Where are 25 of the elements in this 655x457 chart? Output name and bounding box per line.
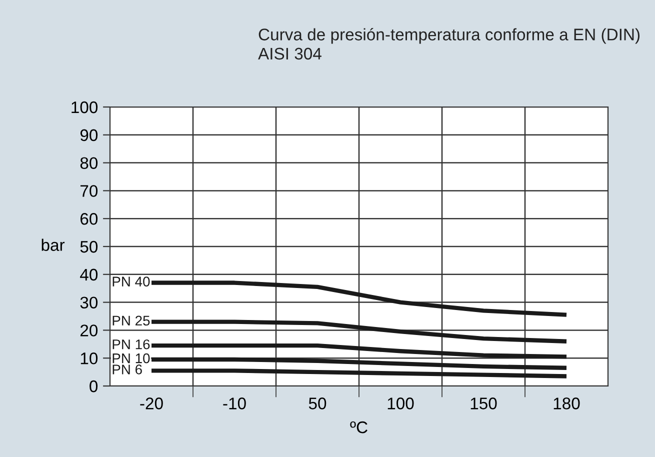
x-tick-label: 100 — [388, 398, 414, 410]
x-tick-label: 180 — [554, 398, 580, 410]
series-label: PN 25 — [112, 316, 150, 326]
y-tick-label: 70 — [80, 185, 98, 197]
y-tick-label: 60 — [80, 213, 98, 225]
x-axis-title: ºC — [350, 421, 368, 434]
series-label: PN 40 — [112, 276, 150, 286]
y-tick-label: 10 — [80, 352, 98, 364]
y-tick-label: 0 — [90, 380, 98, 392]
y-axis-title: bar — [42, 238, 65, 251]
y-tick-label: 30 — [80, 296, 98, 309]
x-tick-label: -20 — [140, 398, 163, 410]
x-tick-label: -10 — [223, 398, 246, 410]
y-tick-label: 90 — [80, 129, 98, 142]
y-tick-label: 100 — [72, 101, 98, 114]
x-tick-label: 150 — [470, 398, 497, 410]
y-tick-label: 20 — [80, 324, 98, 336]
y-tick-label: 50 — [80, 240, 98, 253]
series-label: PN 6 — [112, 364, 142, 374]
series-label: PN 16 — [112, 339, 150, 350]
series-label: PN 10 — [112, 353, 150, 364]
x-tick-label: 50 — [308, 398, 326, 410]
y-tick-label: 80 — [80, 157, 98, 170]
chart-title: Curva de presión-temperatura conforme a EN (DIN) AISI 304 — [258, 28, 640, 60]
y-tick-label: 40 — [80, 268, 98, 281]
